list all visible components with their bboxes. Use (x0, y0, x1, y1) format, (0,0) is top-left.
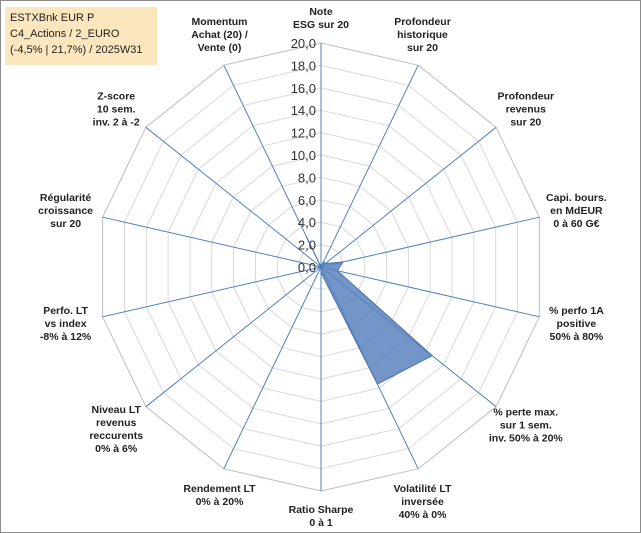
radar-tick-labels: 0,0 2,0 4,0 6,0 8,0 10,0 12,0 14,0 16,0 18,0 20,0 (291, 36, 316, 275)
axis-label-7: Ratio Sharpe 0 à 1 (289, 504, 354, 529)
spoke-4 (320, 266, 540, 318)
spoke-2 (320, 126, 497, 268)
tick-label-1: 2,0 (298, 238, 316, 253)
title-line-stats: (-4,5% | 21,7%) / 2025W31 (10, 44, 143, 56)
radar-axis-labels: Note ESG sur 20 Profondeur historique sur 20… (38, 6, 607, 529)
tick-label-5: 10,0 (291, 148, 316, 163)
series-polygon (305, 236, 434, 385)
title-line-fund: ESTXBnk EUR P (10, 12, 95, 24)
axis-label-0: Note ESG sur 20 (293, 6, 349, 31)
spoke-9 (145, 266, 322, 408)
spoke-3 (320, 216, 540, 268)
tick-label-8: 16,0 (291, 81, 316, 96)
tick-label-3: 6,0 (298, 193, 316, 208)
axis-label-10: Perfo. LT vs index -8% à 12% (40, 305, 92, 343)
axis-label-3: Capi. bours. en MdEUR 0 à 60 G€ (546, 192, 607, 230)
spoke-12 (145, 126, 322, 268)
tick-label-2: 4,0 (298, 215, 316, 230)
spoke-13 (223, 64, 322, 268)
axis-label-1: Profondeur historique sur 20 (394, 16, 451, 54)
axis-label-4: % perfo 1A positive 50% à 80% (549, 305, 604, 343)
axis-label-8: Rendement LT 0% à 20% (183, 483, 256, 508)
tick-label-0: 0,0 (298, 260, 316, 275)
radar-series (305, 236, 434, 385)
axis-label-11: Régularité croissance sur 20 (38, 192, 93, 230)
tick-label-9: 18,0 (291, 58, 316, 73)
tick-label-6: 12,0 (291, 126, 316, 141)
tick-label-4: 8,0 (298, 170, 316, 185)
tick-label-10: 20,0 (291, 36, 316, 51)
axis-label-13: Momentum Achat (20) / Vente (0) (191, 16, 248, 54)
spoke-8 (223, 266, 322, 470)
axis-label-6: Volatilité LT inversée 40% à 0% (394, 483, 453, 521)
axis-label-12: Z-score 10 sem. inv. 2 à -2 (93, 90, 140, 128)
axis-label-5: % perte max. sur 1 sem. inv. 50% à 20% (489, 407, 564, 445)
chart-title-box: ESTXBnk EUR P C4_Actions / 2_EURO (-4,5%… (5, 7, 157, 65)
spoke-1 (320, 64, 419, 268)
axis-label-2: Profondeur revenus sur 20 (498, 90, 555, 128)
title-line-category: C4_Actions / 2_EURO (10, 28, 120, 40)
spoke-10 (102, 266, 322, 318)
spoke-11 (102, 216, 322, 268)
tick-label-7: 14,0 (291, 103, 316, 118)
axis-label-9: Niveau LT revenus reccurents 0% à 6% (89, 404, 143, 455)
